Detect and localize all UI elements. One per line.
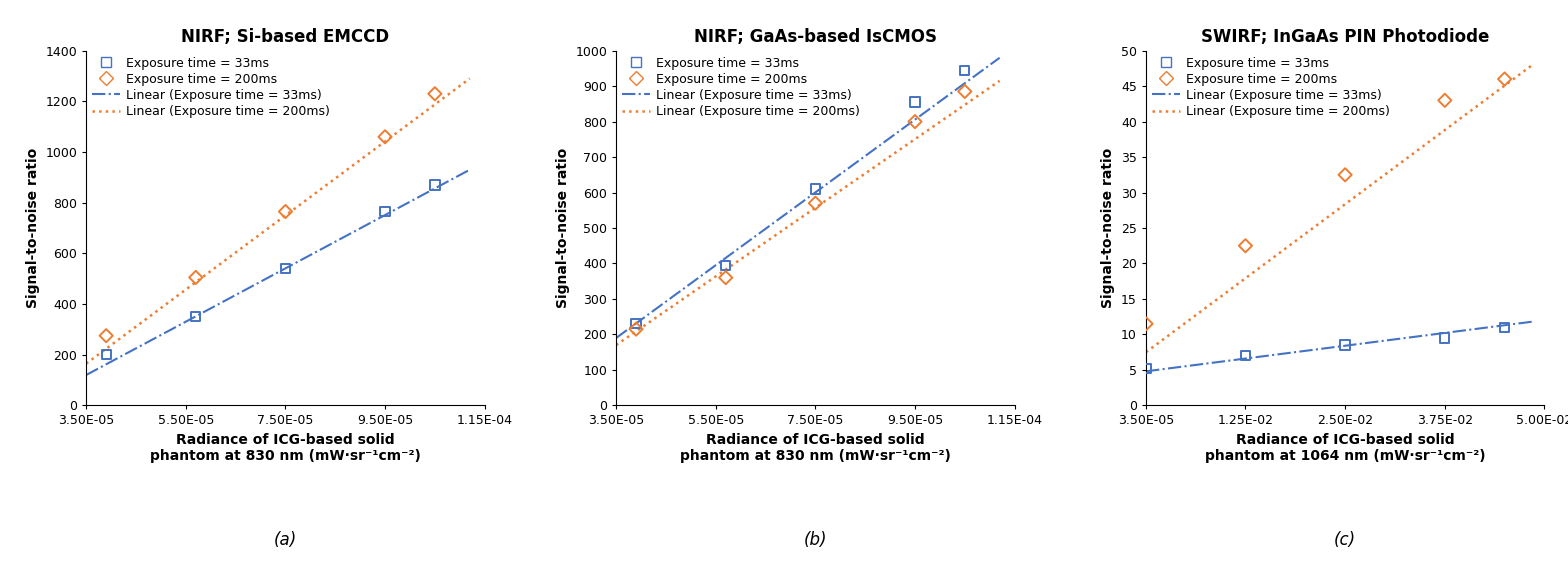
Y-axis label: Signal-to-noise ratio: Signal-to-noise ratio [555, 148, 569, 308]
Point [1333, 341, 1358, 350]
Text: (c): (c) [1334, 531, 1356, 549]
Legend: Exposure time = 33ms, Exposure time = 200ms, Linear (Exposure time = 33ms), Line: Exposure time = 33ms, Exposure time = 20… [619, 55, 862, 121]
Point [713, 261, 739, 270]
Point [952, 66, 977, 75]
X-axis label: Radiance of ICG-based solid
phantom at 830 nm (mW·sr⁻¹cm⁻²): Radiance of ICG-based solid phantom at 8… [681, 433, 950, 463]
Title: NIRF; Si-based EMCCD: NIRF; Si-based EMCCD [182, 28, 389, 46]
Point [1134, 319, 1159, 328]
Point [1232, 241, 1258, 250]
Legend: Exposure time = 33ms, Exposure time = 200ms, Linear (Exposure time = 33ms), Line: Exposure time = 33ms, Exposure time = 20… [1149, 55, 1392, 121]
Point [273, 207, 298, 216]
Point [803, 199, 828, 208]
Point [952, 87, 977, 96]
Point [624, 319, 649, 328]
Point [94, 350, 119, 359]
Point [1493, 323, 1518, 332]
Point [183, 273, 209, 282]
Legend: Exposure time = 33ms, Exposure time = 200ms, Linear (Exposure time = 33ms), Line: Exposure time = 33ms, Exposure time = 20… [89, 55, 332, 121]
X-axis label: Radiance of ICG-based solid
phantom at 1064 nm (mW·sr⁻¹cm⁻²): Radiance of ICG-based solid phantom at 1… [1204, 433, 1485, 463]
Y-axis label: Signal-to-noise ratio: Signal-to-noise ratio [25, 148, 39, 308]
Point [273, 264, 298, 273]
Point [903, 117, 928, 126]
Point [1432, 96, 1457, 105]
Point [1493, 74, 1518, 83]
Text: (a): (a) [274, 531, 296, 549]
Point [624, 325, 649, 334]
Y-axis label: Signal-to-noise ratio: Signal-to-noise ratio [1101, 148, 1115, 308]
Point [713, 273, 739, 282]
Point [1432, 333, 1457, 342]
Point [183, 312, 209, 321]
Point [422, 180, 447, 189]
Point [373, 207, 398, 216]
Point [903, 97, 928, 106]
Point [422, 89, 447, 98]
Point [1232, 351, 1258, 360]
Point [1333, 170, 1358, 179]
Point [803, 185, 828, 194]
Title: NIRF; GaAs-based IsCMOS: NIRF; GaAs-based IsCMOS [695, 28, 936, 46]
Title: SWIRF; InGaAs PIN Photodiode: SWIRF; InGaAs PIN Photodiode [1201, 28, 1490, 46]
Text: (b): (b) [804, 531, 826, 549]
Point [373, 132, 398, 141]
X-axis label: Radiance of ICG-based solid
phantom at 830 nm (mW·sr⁻¹cm⁻²): Radiance of ICG-based solid phantom at 8… [151, 433, 420, 463]
Point [94, 331, 119, 340]
Point [1134, 364, 1159, 373]
